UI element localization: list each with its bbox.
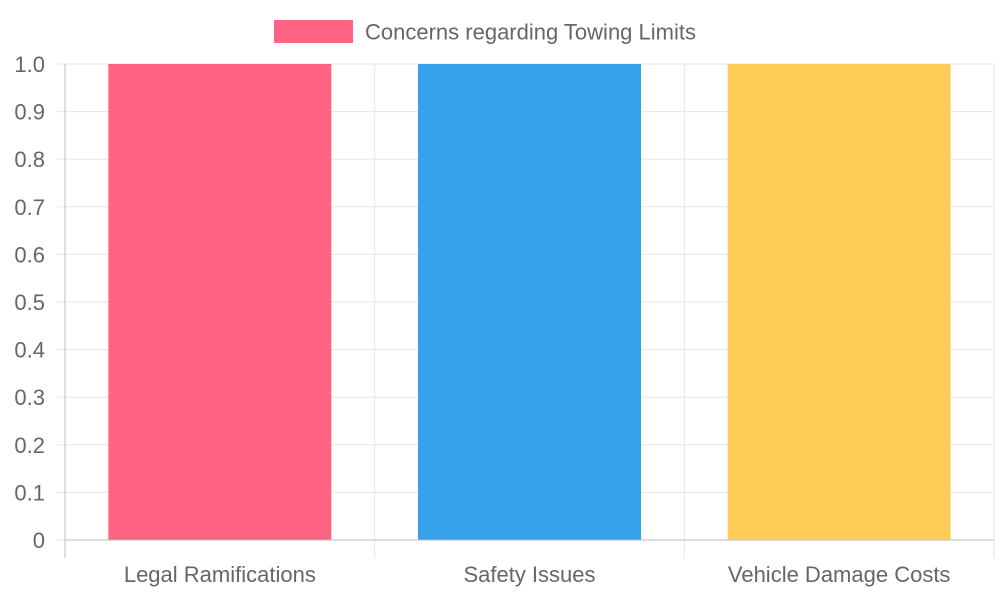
legend-label[interactable]: Concerns regarding Towing Limits bbox=[365, 20, 696, 45]
y-tick-label: 0.2 bbox=[14, 433, 45, 458]
y-tick-label: 0.9 bbox=[14, 100, 45, 125]
legend[interactable]: Concerns regarding Towing Limits bbox=[274, 20, 696, 45]
y-tick-label: 0.8 bbox=[14, 147, 45, 172]
x-tick-label: Legal Ramifications bbox=[124, 562, 316, 587]
y-tick-label: 0.4 bbox=[14, 338, 45, 363]
y-tick-label: 0.7 bbox=[14, 195, 45, 220]
legend-swatch[interactable] bbox=[274, 20, 353, 43]
y-tick-label: 0.6 bbox=[14, 242, 45, 267]
y-tick-label: 0.5 bbox=[14, 290, 45, 315]
x-tick-labels: Legal Ramifications Safety Issues Vehicle … bbox=[124, 562, 951, 587]
y-tick-labels: 0 0.1 0.2 0.3 0.4 0.5 0.6 0.7 0.8 0.9 1.0 bbox=[14, 52, 45, 553]
y-tick-label: 0 bbox=[33, 528, 45, 553]
bar-safety-issues[interactable] bbox=[418, 64, 641, 540]
x-tick-label: Vehicle Damage Costs bbox=[728, 562, 951, 587]
y-tick-label: 1.0 bbox=[14, 52, 45, 77]
y-tick-label: 0.3 bbox=[14, 385, 45, 410]
bars bbox=[108, 64, 951, 540]
bar-vehicle-damage-costs[interactable] bbox=[727, 64, 951, 540]
x-tick-label: Safety Issues bbox=[463, 562, 595, 587]
bar-legal-ramifications[interactable] bbox=[108, 64, 332, 540]
y-tick-label: 0.1 bbox=[14, 480, 45, 505]
